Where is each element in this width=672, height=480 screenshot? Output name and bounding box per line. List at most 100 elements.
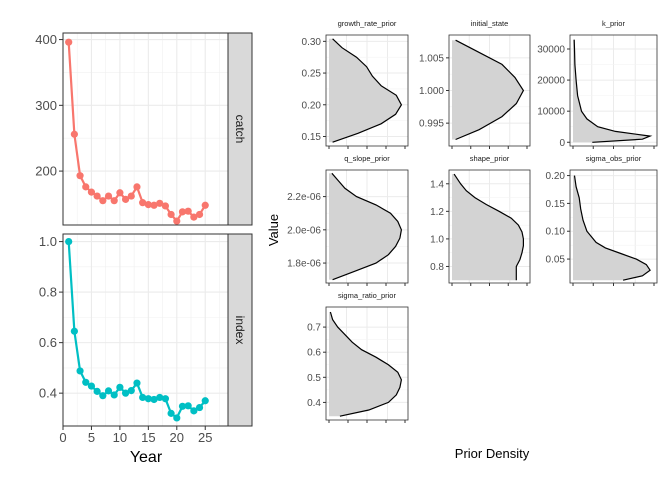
density-area <box>452 174 524 281</box>
y-tick-label: 0.6 <box>307 348 321 359</box>
data-point <box>144 201 152 209</box>
data-point <box>104 192 113 200</box>
density-curve <box>332 38 403 143</box>
data-point <box>116 383 124 391</box>
data-point <box>65 237 73 246</box>
data-point <box>87 188 96 196</box>
panel-title: initial_state <box>471 19 509 28</box>
data-point <box>70 327 78 335</box>
data-point <box>139 393 147 402</box>
data-point <box>178 402 187 410</box>
data-point <box>93 387 101 395</box>
data-point <box>133 183 141 191</box>
y-tick-label: 1.4 <box>430 179 444 190</box>
y-tick-label: 0.05 <box>546 255 566 266</box>
panel-title: k_prior <box>602 19 625 28</box>
data-point <box>87 382 96 390</box>
y-tick-label: 0.25 <box>302 69 322 80</box>
data-point <box>150 395 158 404</box>
y-tick-label: 0.15 <box>546 199 566 210</box>
data-point <box>156 199 164 207</box>
density-curve <box>331 172 403 281</box>
y-tick-label: 0.4 <box>39 386 57 401</box>
x-tick-label: 25 <box>198 430 212 445</box>
data-point <box>161 395 170 403</box>
data-point <box>121 195 130 203</box>
data-point <box>70 130 78 138</box>
y-tick-label: 30000 <box>537 44 565 55</box>
density-area <box>573 39 651 143</box>
data-point <box>139 199 147 207</box>
data-point <box>127 192 135 200</box>
x-tick-label: 5 <box>88 430 95 445</box>
data-point <box>76 367 84 375</box>
facet-strip-label: index <box>233 316 247 345</box>
y-tick-label: 0.15 <box>302 132 322 143</box>
y-tick-label: 0.30 <box>302 37 322 48</box>
data-point <box>82 183 90 191</box>
density-area <box>329 173 402 280</box>
panel-title: q_slope_prior <box>344 154 390 163</box>
density-curve <box>455 39 525 141</box>
y-tick-label: 0.10 <box>546 227 566 238</box>
density-curve <box>453 173 525 281</box>
facet-strip-label: catch <box>233 115 247 144</box>
data-point <box>76 172 84 180</box>
data-point <box>184 207 192 215</box>
density-area <box>573 175 651 281</box>
y-tick-label: 1.8e-06 <box>287 259 321 270</box>
y-tick-label: 2.2e-06 <box>287 192 321 203</box>
data-point <box>167 210 175 219</box>
y-tick-label: 0.20 <box>302 100 322 111</box>
panel-background <box>63 234 228 426</box>
data-point <box>190 407 198 415</box>
y-tick-label: 0.7 <box>307 323 321 334</box>
data-point <box>104 387 113 395</box>
data-point <box>201 201 209 209</box>
y-tick-label: 300 <box>35 98 57 113</box>
data-point <box>99 392 107 400</box>
density-curve <box>573 175 651 281</box>
data-point <box>190 213 198 221</box>
y-tick-label: 0.995 <box>419 119 444 130</box>
data-point <box>121 389 130 397</box>
density-curve <box>573 39 653 143</box>
data-point <box>195 403 204 412</box>
density-curve <box>329 311 403 417</box>
data-point <box>116 189 124 197</box>
panel-title: shape_prior <box>470 154 510 163</box>
data-point <box>133 379 141 387</box>
density-area <box>452 40 524 140</box>
data-point <box>144 395 152 403</box>
density-area <box>329 38 402 143</box>
y-tick-label: 1.0 <box>430 234 444 245</box>
y-tick-label: 0.20 <box>546 171 566 182</box>
data-point <box>167 409 175 417</box>
panel-title: sigma_ratio_prior <box>338 291 396 300</box>
y-axis-title: Value <box>266 214 281 246</box>
y-tick-label: 0.8 <box>39 285 57 300</box>
data-point <box>173 414 181 422</box>
y-tick-label: 1.000 <box>419 86 444 97</box>
data-point <box>184 402 192 410</box>
data-point <box>178 208 187 216</box>
panel-title: sigma_obs_prior <box>586 154 642 163</box>
y-tick-label: 20000 <box>537 76 565 87</box>
y-tick-label: 0.8 <box>430 262 444 273</box>
y-tick-label: 1.0 <box>39 234 57 249</box>
data-point <box>201 397 209 405</box>
data-point <box>150 201 158 209</box>
facet-strip <box>227 32 253 226</box>
data-point <box>99 197 107 205</box>
data-point <box>93 192 101 200</box>
data-point <box>110 391 118 399</box>
y-tick-label: 2.0e-06 <box>287 225 321 236</box>
y-tick-label: 1.2 <box>430 207 444 218</box>
data-point <box>156 393 164 402</box>
x-axis-title: Year <box>130 449 163 466</box>
data-point <box>110 197 118 205</box>
y-tick-label: 0 <box>559 138 565 149</box>
panel-background <box>63 33 228 225</box>
x-axis-title: Prior Density <box>455 446 530 461</box>
